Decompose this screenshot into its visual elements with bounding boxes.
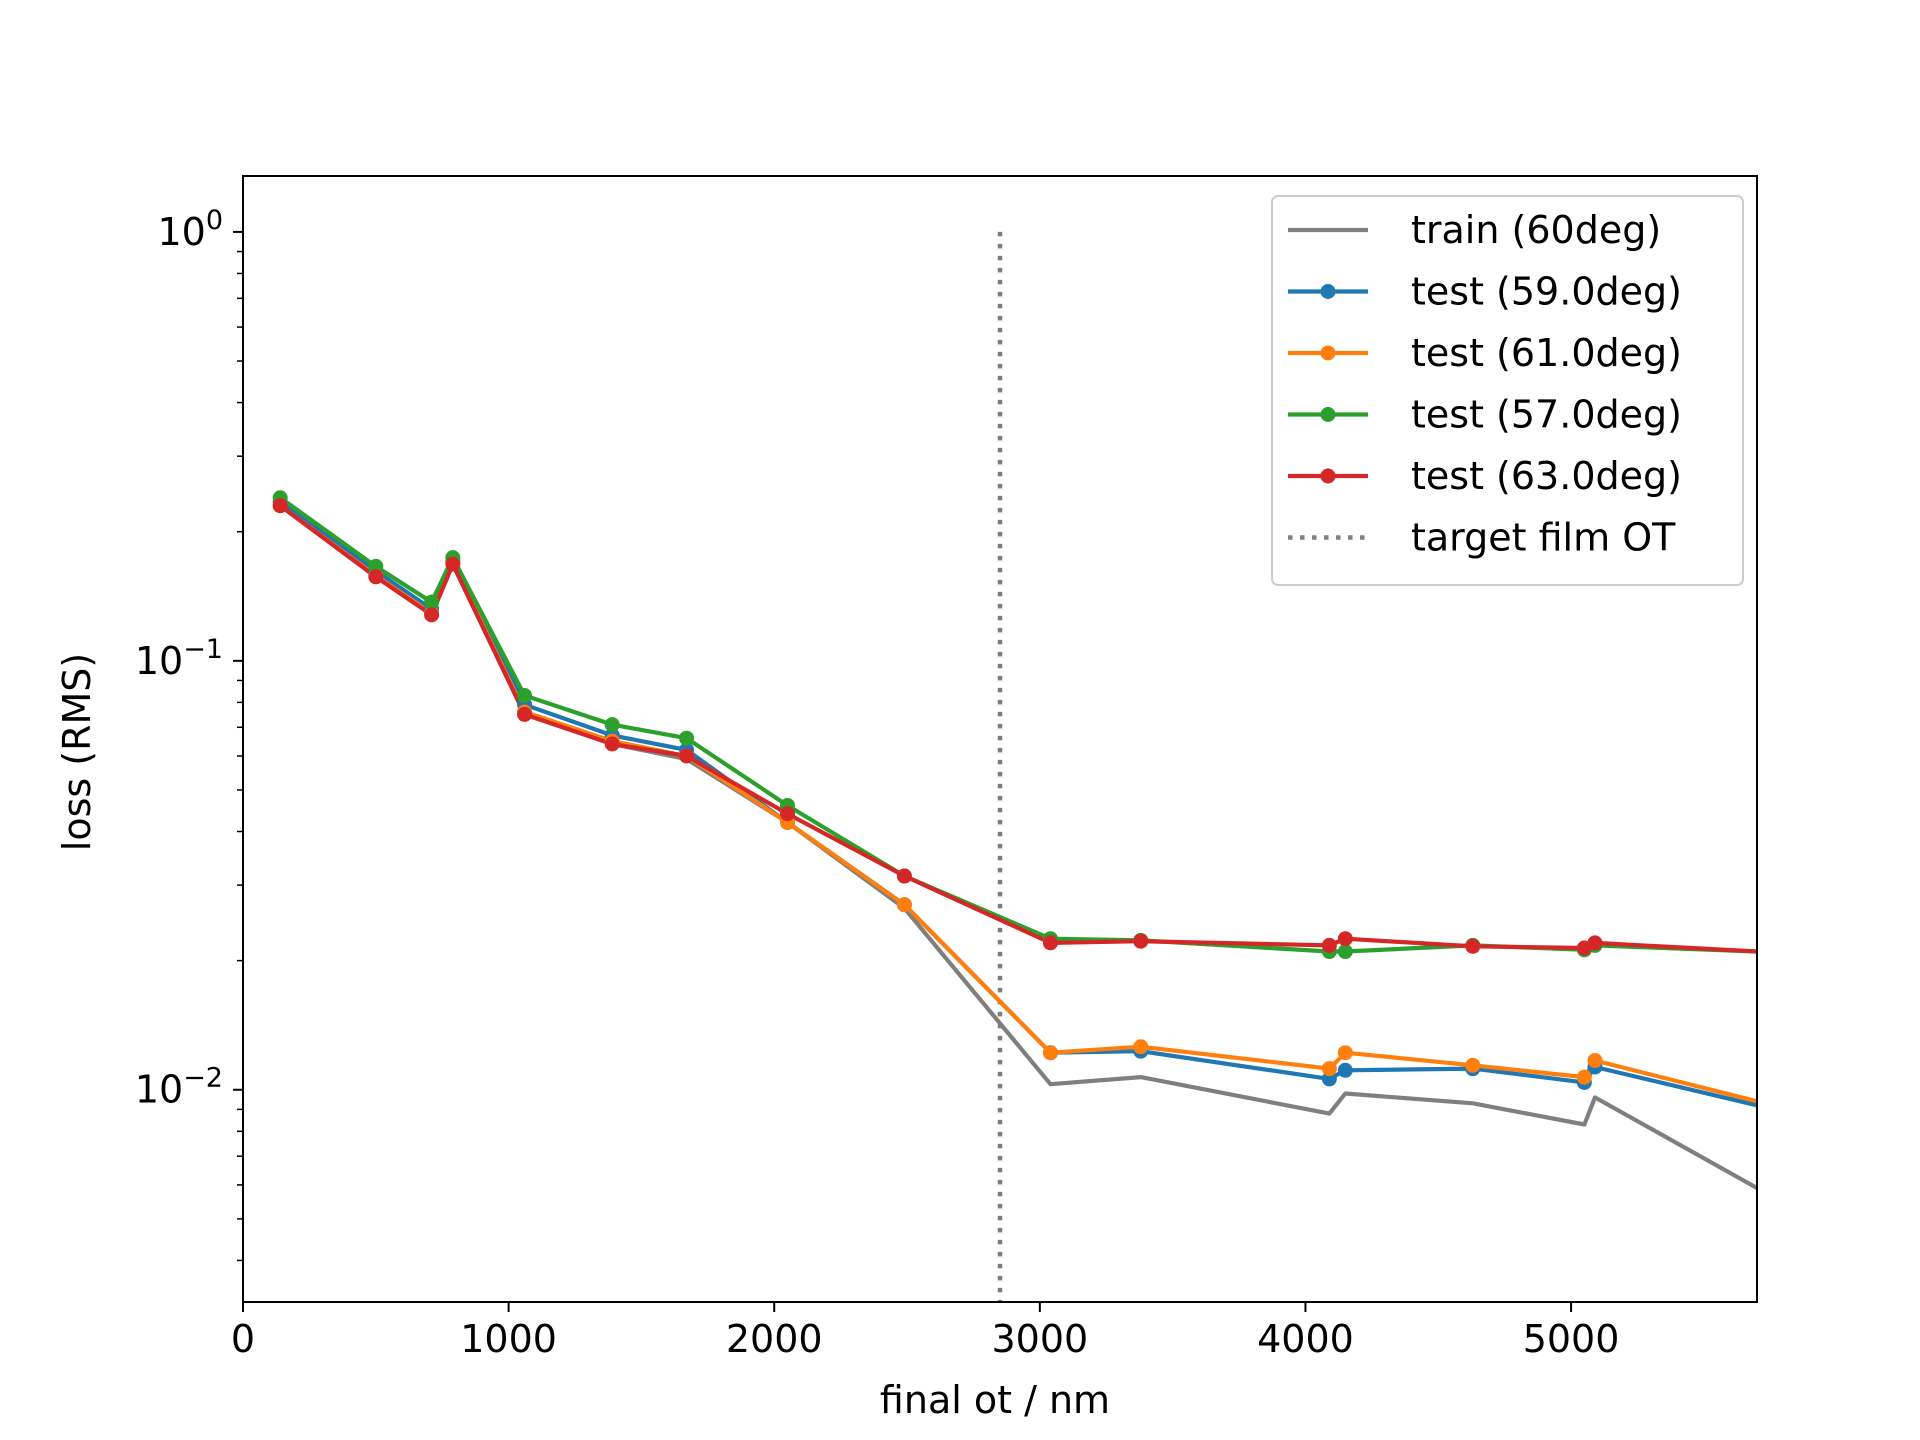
legend: train (60deg) test (59.0deg) test (61.0deg… xyxy=(1271,195,1744,586)
series-1-point xyxy=(1321,1071,1337,1087)
series-4-point xyxy=(445,556,461,572)
legend-label: test (63.0deg) xyxy=(1411,454,1682,498)
series-4-point xyxy=(1337,931,1353,947)
series-4-point xyxy=(272,498,288,514)
series-4-point xyxy=(368,569,384,585)
legend-label: test (61.0deg) xyxy=(1411,331,1682,375)
x-axis: 0 1000 2000 3000 4000 5000 xyxy=(231,1302,1620,1361)
series-2-point xyxy=(1465,1057,1481,1073)
y-tick-label: 10−2 xyxy=(135,1063,223,1112)
series-4-point xyxy=(424,607,440,623)
series-2-point xyxy=(1337,1045,1353,1061)
legend-marker xyxy=(1320,345,1336,361)
legend-label: train (60deg) xyxy=(1411,208,1661,252)
plot-content xyxy=(272,231,1757,1302)
legend-marker xyxy=(1320,407,1336,422)
series-3-point xyxy=(424,594,440,610)
series-2-point xyxy=(1042,1045,1058,1061)
series-4-point xyxy=(679,748,695,764)
x-tick-label: 0 xyxy=(231,1317,255,1361)
y-axis-label: loss (RMS) xyxy=(55,653,99,851)
series-4-point xyxy=(517,706,533,722)
series-2-point xyxy=(1576,1069,1592,1085)
series-4-point xyxy=(1587,935,1603,951)
legend-item: test (57.0deg) xyxy=(1288,393,1682,437)
series-4-point xyxy=(1042,935,1058,951)
series-1-point xyxy=(1337,1062,1353,1078)
plot-frame xyxy=(242,175,1758,1303)
series-4-point xyxy=(1133,933,1149,949)
y-axis: 100 10−1 10−2 xyxy=(135,205,243,1262)
series-3-point xyxy=(604,717,620,733)
series-3-point xyxy=(679,730,695,746)
x-tick-label: 2000 xyxy=(726,1317,823,1361)
legend-box xyxy=(1271,195,1744,586)
legend-item: target film OT xyxy=(1288,516,1676,560)
x-tick-label: 4000 xyxy=(1257,1317,1354,1361)
y-tick-label: 100 xyxy=(157,205,223,254)
legend-marker xyxy=(1320,468,1336,484)
series-4-point xyxy=(604,736,620,752)
legend-item: test (63.0deg) xyxy=(1288,454,1682,498)
x-tick-label: 1000 xyxy=(460,1317,557,1361)
series-2-point xyxy=(1133,1039,1149,1055)
x-tick-label: 5000 xyxy=(1523,1317,1620,1361)
x-axis-label: final ot / nm xyxy=(880,1378,1110,1422)
series-2-point xyxy=(1587,1053,1603,1069)
series-4-point xyxy=(896,868,912,884)
x-tick-label: 3000 xyxy=(991,1317,1088,1361)
plot-area xyxy=(242,175,1758,1303)
series-3-point xyxy=(1337,944,1353,960)
series-4-point xyxy=(780,806,796,822)
series-4-point xyxy=(1465,938,1481,954)
series-4-point xyxy=(1321,937,1337,953)
legend-label: test (57.0deg) xyxy=(1411,393,1682,437)
series-2-point xyxy=(896,897,912,913)
legend-item: train (60deg) xyxy=(1288,208,1661,252)
series-2-point xyxy=(1321,1061,1337,1077)
legend-item: test (59.0deg) xyxy=(1288,270,1682,314)
legend-label: test (59.0deg) xyxy=(1411,270,1682,314)
legend-item: test (61.0deg) xyxy=(1288,331,1682,375)
series-3-point xyxy=(517,688,533,704)
legend-marker xyxy=(1320,284,1336,299)
legend-label: target film OT xyxy=(1411,516,1676,560)
y-tick-label: 10−1 xyxy=(135,634,223,683)
series-3-point xyxy=(368,558,384,574)
